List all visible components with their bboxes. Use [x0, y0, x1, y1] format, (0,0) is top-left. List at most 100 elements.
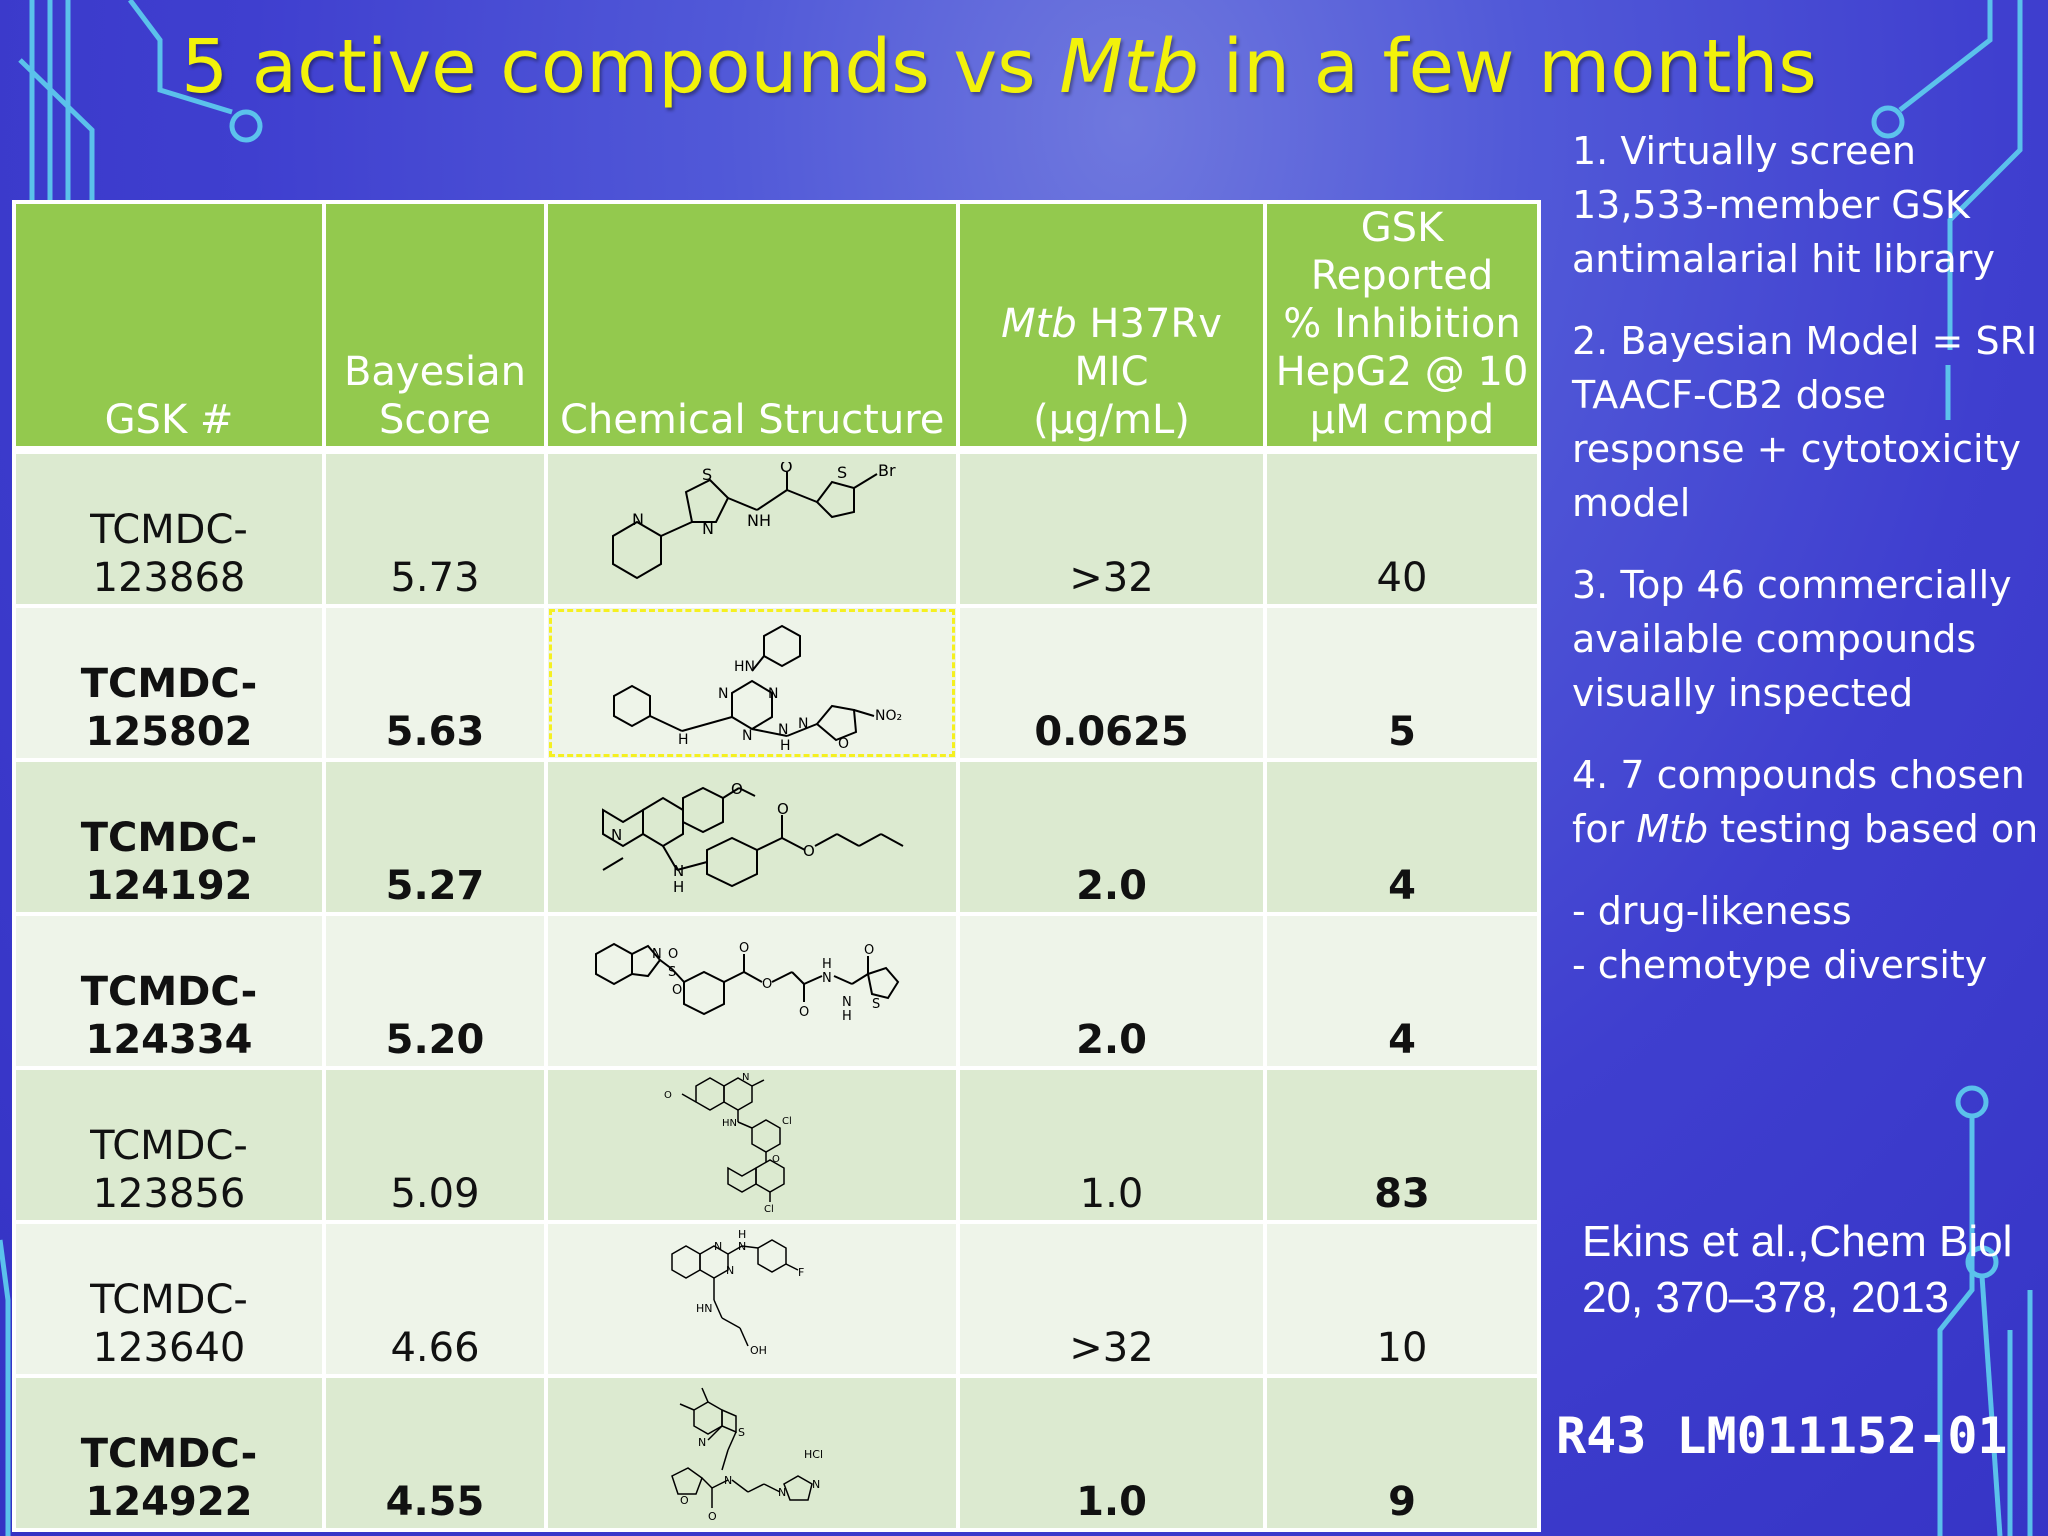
- atom-label: N: [726, 1264, 734, 1277]
- atom-label: O: [680, 1494, 689, 1507]
- table-row: TCMDC- 124922 4.55: [12, 1374, 1541, 1532]
- atom-label: S: [837, 463, 847, 482]
- compound-table: GSK # Bayesian Score Chemical Structure M…: [12, 200, 1541, 1532]
- table-row: TCMDC- 124192 5.27: [12, 758, 1541, 916]
- atom-label: S: [668, 965, 676, 980]
- atom-label: N: [778, 1486, 786, 1499]
- atom-label: HCl: [804, 1448, 823, 1461]
- step-1: 1. Virtually screen 13,533-member GSK an…: [1572, 129, 1995, 281]
- gsk-id: TCMDC- 123856: [12, 1066, 326, 1224]
- chemical-structure: N N H N F HN OH: [544, 1220, 960, 1378]
- atom-label: O: [672, 983, 682, 998]
- atom-label: NO₂: [875, 708, 902, 724]
- atom-label: N: [742, 1072, 749, 1083]
- atom-label: N: [812, 1478, 820, 1491]
- atom-label: N: [798, 716, 808, 732]
- citation: Ekins et al.,Chem Biol 20, 370–378, 2013: [1582, 1217, 2013, 1322]
- atom-label: N: [822, 971, 832, 986]
- gsk-id: TCMDC- 123868: [12, 448, 326, 608]
- atom-label: O: [803, 842, 815, 860]
- table-row: TCMDC- 125802 5.63 HN N: [12, 604, 1541, 762]
- atom-label: H: [678, 732, 689, 748]
- step-4: 4. 7 compounds chosen for Mtb testing ba…: [1572, 753, 2039, 851]
- atom-label: H: [822, 957, 832, 972]
- mtb-mic: 2.0: [956, 758, 1267, 916]
- atom-label: O: [864, 943, 874, 958]
- atom-label: S: [872, 997, 880, 1012]
- atom-label: OH: [750, 1344, 767, 1357]
- atom-label: S: [738, 1426, 745, 1439]
- atom-label: N: [652, 947, 662, 962]
- atom-label: F: [798, 1266, 804, 1279]
- atom-label: N: [778, 722, 788, 738]
- hepg2-inhibition: 10: [1263, 1220, 1541, 1378]
- bayesian-score: 4.66: [322, 1220, 548, 1378]
- mtb-mic: 1.0: [956, 1374, 1267, 1532]
- atom-label: O: [762, 977, 772, 992]
- mtb-mic: >32: [956, 1220, 1267, 1378]
- method-steps: 1. Virtually screen 13,533-member GSK an…: [1572, 124, 2042, 1020]
- atom-label: N: [742, 728, 752, 744]
- gsk-id: TCMDC- 123640: [12, 1220, 326, 1378]
- atom-label: O: [739, 941, 749, 956]
- atom-label: N: [673, 862, 684, 880]
- header-gsk-number: GSK #: [12, 200, 326, 454]
- atom-label: O: [838, 736, 849, 752]
- atom-label: O: [731, 780, 743, 798]
- hepg2-inhibition: 4: [1263, 912, 1541, 1070]
- hepg2-inhibition: 9: [1263, 1374, 1541, 1532]
- chemical-structure-highlighted: HN N N N H H N N O NO₂: [544, 604, 960, 762]
- hepg2-inhibition: 4: [1263, 758, 1541, 916]
- atom-label: H: [673, 878, 684, 896]
- bayesian-score: 5.20: [322, 912, 548, 1070]
- atom-label: Cl: [764, 1204, 774, 1215]
- grant-number: R43 LM011152-01: [1556, 1407, 2008, 1465]
- bayesian-score: 5.63: [322, 604, 548, 762]
- gsk-id: TCMDC- 124922: [12, 1374, 326, 1532]
- gsk-id: TCMDC- 124334: [12, 912, 326, 1070]
- atom-label: N: [698, 1436, 706, 1449]
- atom-label: N: [611, 826, 622, 844]
- slide-title: 5 active compounds vs Mtb in a few month…: [181, 24, 1817, 110]
- step-3: 3. Top 46 commercially available compoun…: [1572, 563, 2012, 715]
- chemical-structure: S N N O O N N HCl: [544, 1374, 960, 1532]
- step-2: 2. Bayesian Model = SRI TAACF-CB2 dose r…: [1572, 319, 2038, 525]
- atom-label: HN: [734, 659, 755, 675]
- atom-label: O: [777, 800, 789, 818]
- bayesian-score: 5.27: [322, 758, 548, 916]
- header-mtb-mic: Mtb H37Rv MIC (µg/mL): [956, 200, 1267, 454]
- atom-label: H: [780, 738, 791, 754]
- header-hepg2-inhibition: GSK Reported% Inhibition HepG2 @ 10 µM cmpd: [1263, 200, 1541, 454]
- atom-label: HN: [696, 1302, 713, 1315]
- atom-label: NH: [747, 511, 771, 530]
- header-chemical-structure: Chemical Structure: [544, 200, 960, 454]
- hepg2-inhibition: 5: [1263, 604, 1541, 762]
- bayesian-score: 5.09: [322, 1066, 548, 1224]
- atom-label: N: [714, 1240, 722, 1253]
- table-row: TCMDC- 123640 4.66 N N: [12, 1220, 1541, 1378]
- selection-criteria: - drug-likeness - chemotype diversity: [1572, 889, 1988, 987]
- atom-label: N: [702, 519, 714, 538]
- chemical-structure: O N HN Cl O Cl: [544, 1066, 960, 1224]
- atom-label: O: [668, 947, 678, 962]
- gsk-id: TCMDC- 124192: [12, 758, 326, 916]
- gsk-id: TCMDC- 125802: [12, 604, 326, 762]
- table-row: TCMDC- 124334 5.20: [12, 912, 1541, 1070]
- atom-label: O: [664, 1090, 672, 1101]
- mtb-mic: 0.0625: [956, 604, 1267, 762]
- table-header-row: GSK # Bayesian Score Chemical Structure M…: [12, 200, 1541, 454]
- atom-label: H: [738, 1228, 746, 1241]
- atom-label: N: [632, 510, 644, 529]
- bayesian-score: 4.55: [322, 1374, 548, 1532]
- atom-label: O: [708, 1510, 717, 1523]
- atom-label: Cl: [782, 1116, 792, 1127]
- atom-label: N: [842, 995, 852, 1010]
- mtb-mic: 2.0: [956, 912, 1267, 1070]
- table-row: TCMDC- 123856 5.09 O N: [12, 1066, 1541, 1224]
- atom-label: N: [738, 1240, 746, 1253]
- atom-label: O: [780, 462, 793, 476]
- title-mtb-italic: Mtb: [1059, 24, 1200, 110]
- hepg2-inhibition: 83: [1263, 1066, 1541, 1224]
- atom-label: N: [718, 686, 728, 702]
